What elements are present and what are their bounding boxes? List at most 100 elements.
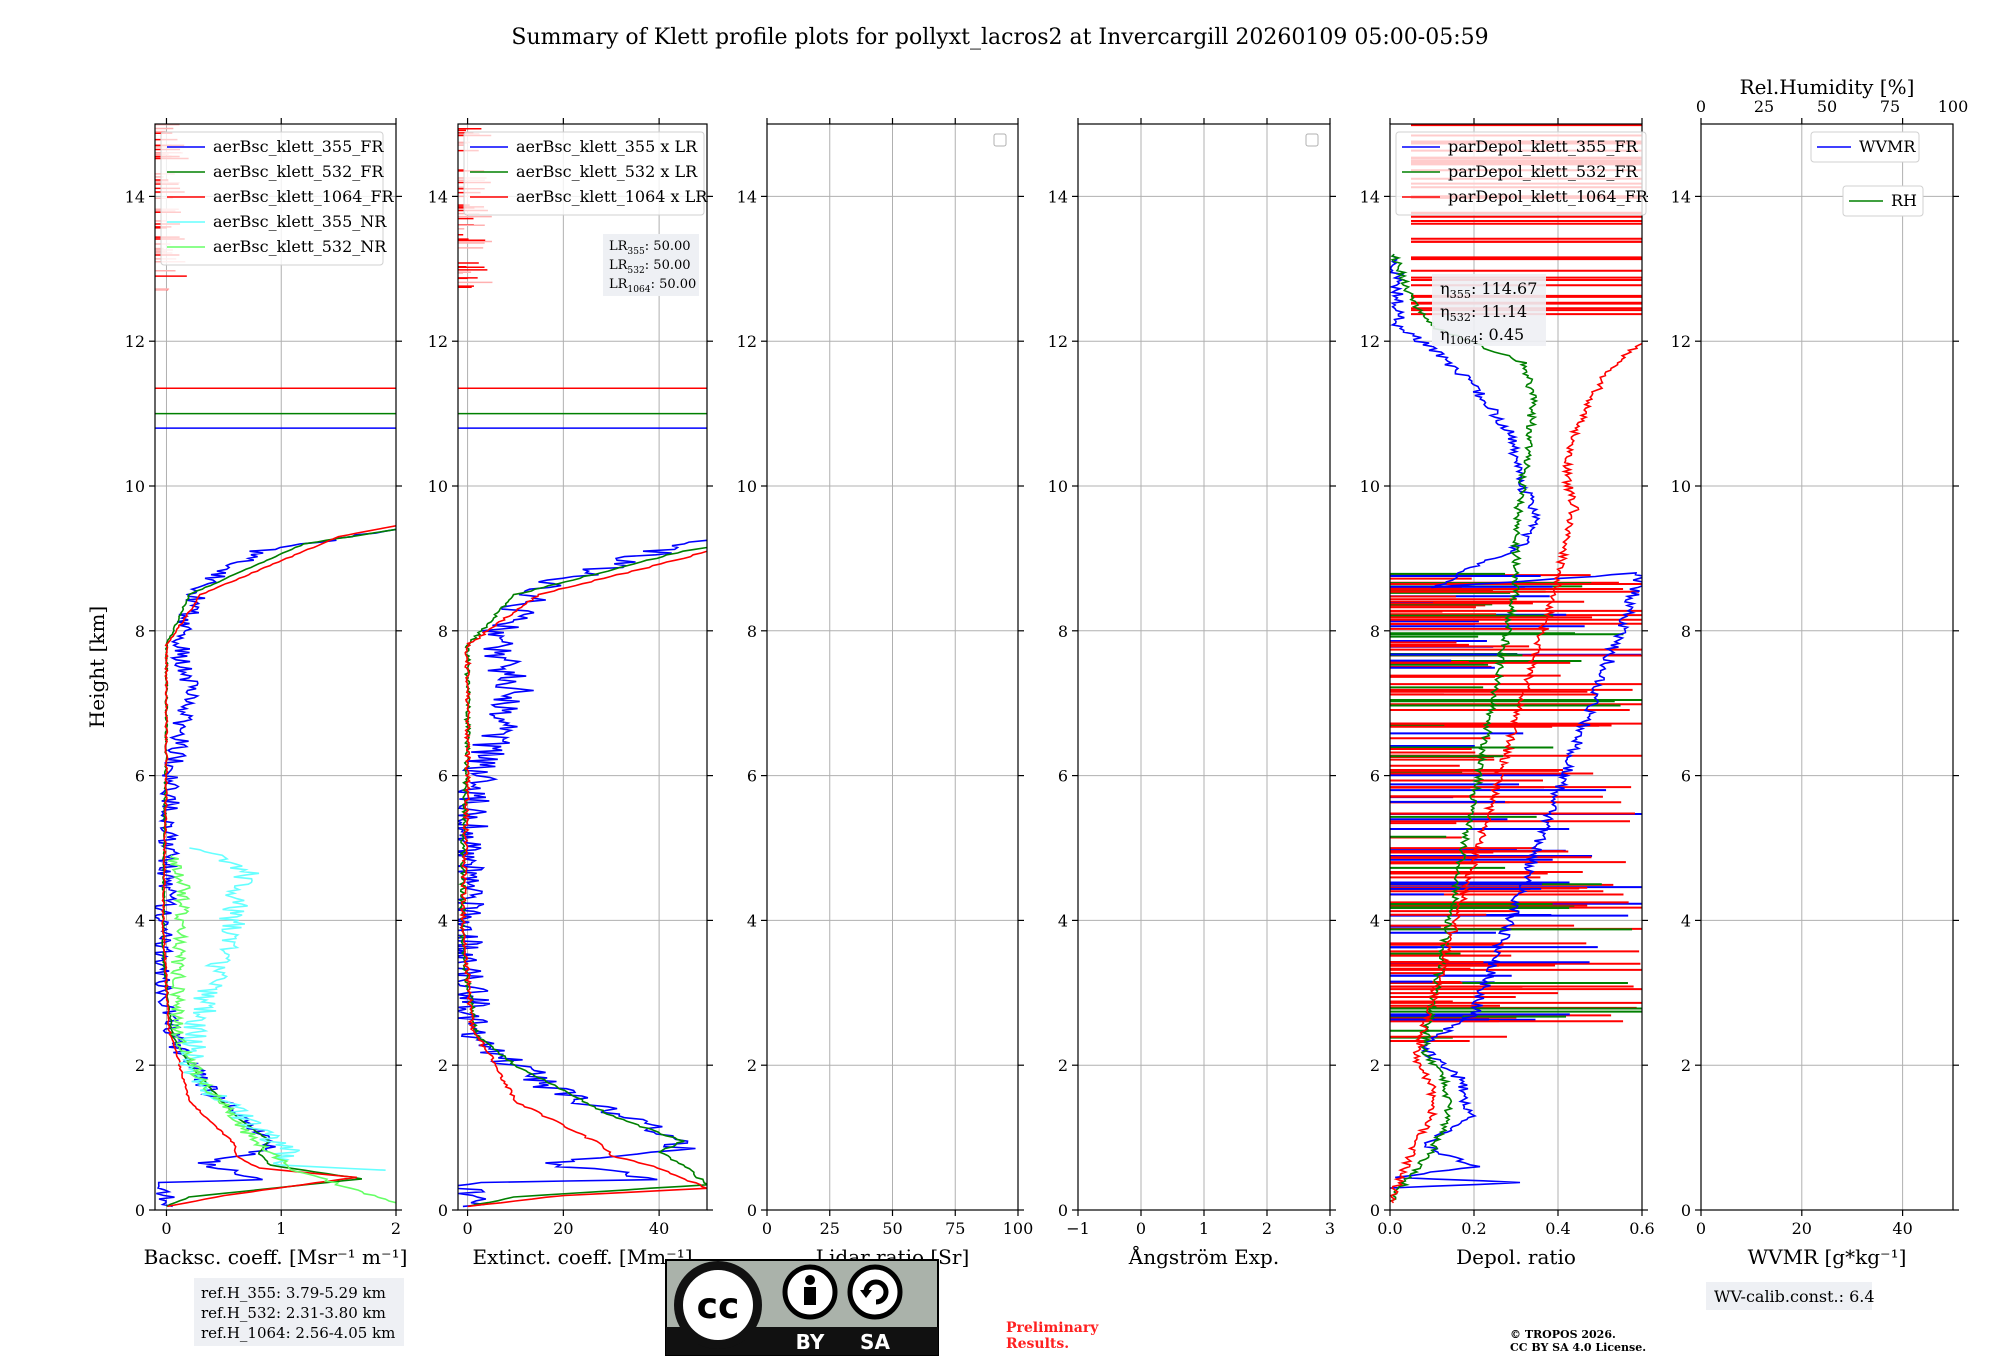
y-tick-label: 0 (135, 1201, 145, 1220)
series-line-aerBsc_klett_1064_FR (161, 525, 396, 1208)
x-tick-label: 40 (1892, 1219, 1912, 1238)
ref-heights-note: ref.H_355: 3.79-5.29 km ref.H_532: 2.31-… (194, 1278, 404, 1346)
y-tick-label: 0 (1058, 1201, 1068, 1220)
legend-entry: aerBsc_klett_532_NR (213, 237, 387, 256)
y-tick-label: 4 (1681, 911, 1691, 930)
lidar-ratio-note-line: LR532: 50.00 (609, 258, 691, 276)
y-tick-label: 14 (125, 187, 145, 206)
series-line-parDepol_klett_532_FR (1390, 253, 1539, 1203)
x-axis-label: Ångström Exp. (1128, 1244, 1279, 1269)
empty-legend-box (993, 133, 1007, 147)
y-tick-label: 2 (747, 1056, 757, 1075)
top-x-tick-label: 50 (1817, 97, 1837, 116)
legend-entry: aerBsc_klett_532 x LR (516, 162, 698, 181)
x-tick-label: 50 (882, 1219, 902, 1238)
legend-entry: aerBsc_klett_1064 x LR (516, 187, 708, 206)
x-tick-label: 2 (391, 1219, 401, 1238)
x-axis-label: WVMR [g*kg⁻¹] (1748, 1245, 1907, 1269)
y-tick-label: 6 (1058, 767, 1068, 786)
plot-area (155, 124, 396, 1208)
y-tick-label: 4 (1058, 911, 1068, 930)
legend-entry: parDepol_klett_532_FR (1448, 162, 1639, 181)
y-tick-label: 0 (1370, 1201, 1380, 1220)
x-tick-label: 0 (1136, 1219, 1146, 1238)
y-tick-label: 2 (438, 1056, 448, 1075)
by-icon-body (804, 1287, 816, 1305)
x-tick-label: 40 (649, 1219, 669, 1238)
x-axis-label: Extinct. coeff. [Mm⁻¹] (472, 1245, 692, 1269)
panel-frame (154, 123, 397, 1211)
y-tick-label: 10 (737, 477, 757, 496)
x-tick-label: −1 (1066, 1219, 1090, 1238)
sa-icon-arrow (863, 1279, 889, 1305)
eta-note-line: η355: 114.67 (1440, 279, 1537, 301)
sa-sharealike-icon (847, 1264, 903, 1320)
y-tick-label: 2 (1681, 1056, 1691, 1075)
legend-entry: WVMR (1859, 137, 1916, 156)
x-tick-label: 1 (276, 1219, 286, 1238)
y-tick-label: 8 (1058, 622, 1068, 641)
lidar-ratio-note-box (603, 234, 699, 296)
wv-calib-box (1706, 1282, 1872, 1310)
x-axis-label: Backsc. coeff. [Msr⁻¹ m⁻¹] (144, 1245, 408, 1269)
sa-icon-arrowhead (860, 1290, 872, 1298)
top-x-tick-label: 0 (1696, 97, 1706, 116)
x-tick-label: 75 (945, 1219, 965, 1238)
cc-logo-inner (683, 1270, 753, 1340)
y-tick-label: 12 (125, 332, 145, 351)
cc-license-badge: cc BY SA (665, 1259, 939, 1356)
legend-box (1810, 131, 1920, 163)
panel-depol: 0.0 0.2 0.4 0.6 0 2 4 6 8 10 12 14 Depol. ratio parDe… (1360, 118, 1655, 1269)
panel-frame (1389, 123, 1643, 1211)
by-label: BY (796, 1330, 825, 1354)
legend-entry: aerBsc_klett_355_NR (213, 212, 387, 231)
x-tick-label: 20 (553, 1219, 573, 1238)
y-tick-label: 14 (1671, 187, 1691, 206)
plot-area (1390, 124, 1642, 1204)
y-tick-label: 12 (1671, 332, 1691, 351)
y-tick-label: 4 (1370, 911, 1380, 930)
y-tick-label: 10 (1671, 477, 1691, 496)
x-tick-label: 0.0 (1377, 1219, 1402, 1238)
legend-entry: aerBsc_klett_532_FR (213, 162, 384, 181)
legend-entry: parDepol_klett_1064_FR (1448, 187, 1649, 206)
copyright-line-2: CC BY SA 4.0 License. (1510, 1341, 1646, 1354)
y-tick-label: 6 (135, 767, 145, 786)
y-tick-label: 10 (125, 477, 145, 496)
y-tick-label: 4 (747, 911, 757, 930)
y-tick-label: 12 (1360, 332, 1380, 351)
y-tick-label: 14 (428, 187, 448, 206)
by-icon-head (805, 1275, 815, 1285)
copyright-line-1: © TROPOS 2026. (1510, 1328, 1616, 1341)
x-tick-label: 100 (1003, 1219, 1034, 1238)
y-tick-label: 14 (1048, 187, 1068, 206)
eta-note-line: η532: 11.14 (1440, 302, 1527, 324)
series-line-aerBsc_klett_355 x LR (458, 539, 707, 1208)
y-tick-label: 8 (438, 622, 448, 641)
wv-calib-note: WV-calib.const.: 6.4 (1706, 1282, 1875, 1310)
ref-height-1064: ref.H_1064: 2.56-4.05 km (201, 1324, 395, 1342)
legend: aerBsc_klett_355_FR aerBsc_klett_532_FRae… (160, 131, 395, 266)
legend-entry: aerBsc_klett_355_FR (213, 137, 384, 156)
ref-height-355: ref.H_355: 3.79-5.29 km (201, 1284, 386, 1302)
y-tick-label: 6 (1681, 767, 1691, 786)
legend-entry: RH (1891, 191, 1917, 210)
y-tick-label: 8 (135, 622, 145, 641)
x-tick-label: 0.2 (1461, 1219, 1486, 1238)
legend: aerBsc_klett_355 x LR aerBsc_klett_532 x … (463, 131, 708, 216)
cc-logo-text: cc (697, 1286, 740, 1327)
series-line-aerBsc_klett_532_NR (167, 854, 396, 1204)
y-tick-label: 10 (1360, 477, 1380, 496)
y-tick-label: 14 (737, 187, 757, 206)
y-tick-label: 8 (747, 622, 757, 641)
eta-note-box (1432, 274, 1546, 346)
y-tick-label: 0 (438, 1201, 448, 1220)
y-tick-label: 2 (135, 1056, 145, 1075)
series-line-aerBsc_klett_355_NR (178, 847, 386, 1171)
y-tick-label: 12 (428, 332, 448, 351)
y-tick-label: 10 (428, 477, 448, 496)
x-tick-label: 20 (1792, 1219, 1812, 1238)
